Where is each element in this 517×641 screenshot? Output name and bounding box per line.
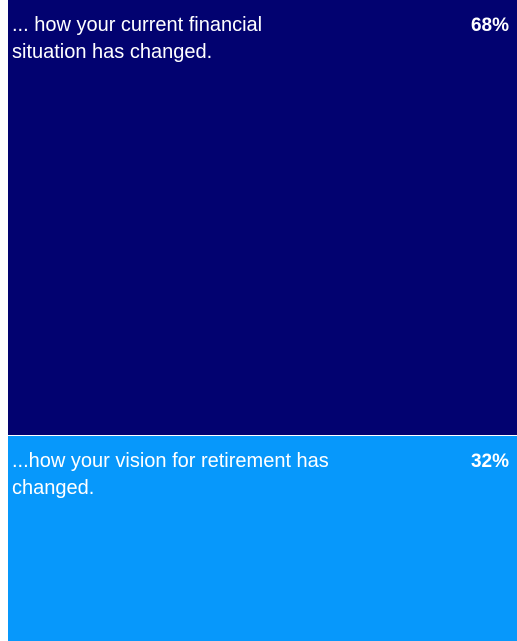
segment-current-financial-situation: ... how your current financial situation… bbox=[8, 0, 517, 436]
segment-vision-for-retirement: ...how your vision for retirement has ch… bbox=[8, 436, 517, 641]
segment-label-vision-for-retirement: ...how your vision for retirement has ch… bbox=[12, 450, 329, 499]
segment-label-current-financial-situation: ... how your current financial situation… bbox=[12, 14, 263, 63]
stacked-proportion-chart: ... how your current financial situation… bbox=[8, 0, 517, 641]
segment-value-vision-for-retirement: 32% bbox=[470, 451, 509, 472]
segment-value-current-financial-situation: 68% bbox=[470, 15, 509, 36]
